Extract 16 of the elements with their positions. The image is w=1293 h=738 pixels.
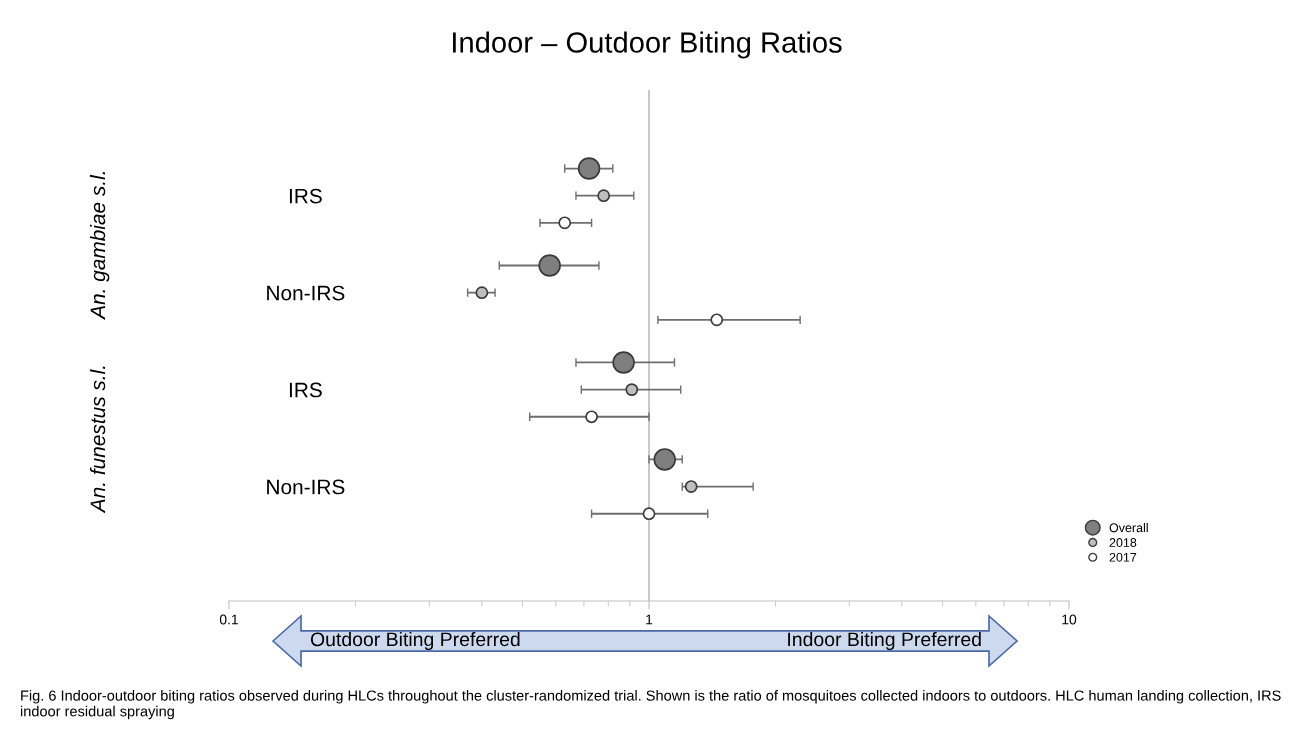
y-tick-label: Non-IRS [267,479,345,495]
y-tick-label: Non-IRS [267,285,345,301]
caption: Fig. 6 Indoor-outdoor biting ratios observed during HLCs throughout the cluster-randomized trial. Shown is the ratio of mosquitoes collected indoors to outdoors. HLC human landing collection, IRS indoor residual spraying [20,690,1281,720]
x-tick-label: 0.1 [219,614,238,625]
text: Outdoor Biting Preferred [310,631,520,651]
y-tick-label: IRS [289,382,322,398]
legend-label: Overall [1109,522,1148,533]
text: An. gambiae s.l. [89,172,110,320]
y-tick-label: IRS [289,188,322,204]
legend-label: 2017 [1109,552,1137,562]
text: Indoor Biting Preferred [788,631,981,651]
chart-title: Indoor – Outdoor Biting Ratios [453,31,842,59]
x-tick-label: 1 [646,614,653,625]
legend-label: 2018 [1109,538,1137,547]
text: An. funestus s.l. [89,366,106,514]
x-tick-label: 10 [1062,614,1077,625]
